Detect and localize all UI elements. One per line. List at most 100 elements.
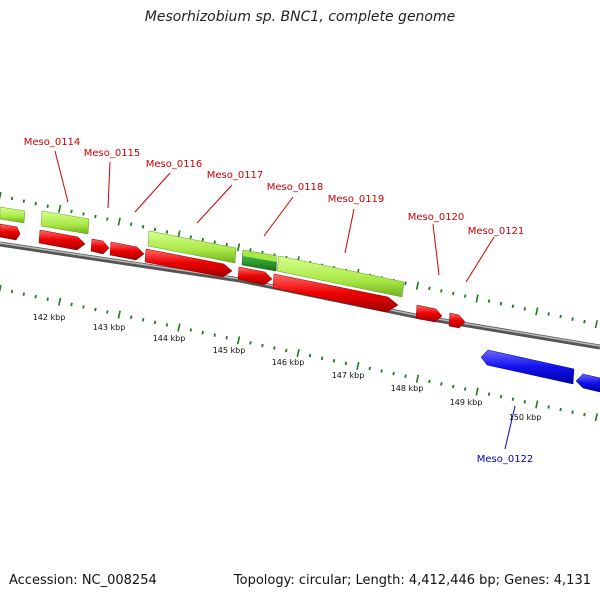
cds-arrow: [90, 238, 110, 255]
leader-line: [432, 223, 440, 276]
gene-label[interactable]: Meso_0117: [207, 170, 264, 181]
tick-mark: [475, 294, 479, 303]
tick-mark: [94, 214, 97, 219]
tick-mark: [428, 379, 431, 384]
gene-labels: Meso_0114 Meso_0115 Meso_0116 Meso_0117 …: [24, 137, 534, 465]
tick-mark: [440, 382, 443, 386]
tick-mark: [236, 243, 241, 252]
tick-mark: [511, 304, 515, 308]
gene-bar: [243, 250, 277, 262]
tick-mark: [10, 196, 14, 201]
cds-arrow: [237, 266, 273, 286]
tick-mark: [34, 201, 37, 206]
tick-mark: [285, 348, 288, 353]
cds-arrow: [109, 241, 145, 261]
tick-mark: [452, 291, 455, 296]
tick-mark: [0, 191, 2, 200]
tick-mark: [547, 405, 550, 409]
tick-mark: [356, 361, 360, 370]
leader-line: [196, 184, 233, 224]
gene-label[interactable]: Meso_0115: [84, 148, 141, 159]
gene-label[interactable]: Meso_0120: [408, 212, 465, 223]
tick-mark: [82, 305, 85, 309]
tick-mark: [117, 310, 121, 319]
tick-mark: [117, 217, 121, 226]
tick-mark: [153, 320, 157, 325]
leader-line: [504, 405, 516, 450]
tick-mark: [487, 299, 491, 303]
tick-mark: [261, 343, 264, 348]
gene-label[interactable]: Meso_0116: [146, 159, 203, 170]
tick-mark: [165, 323, 169, 327]
kbp-label: 144 kbp: [153, 334, 186, 343]
cds-features: [0, 223, 466, 329]
topology-text: Topology: circular; Length: 4,412,446 bp…: [233, 573, 591, 588]
tick-mark: [130, 315, 133, 319]
reverse-cds-features: [480, 349, 600, 393]
tick-mark: [177, 323, 181, 332]
tick-mark: [165, 230, 169, 234]
gene-label[interactable]: Meso_0114: [24, 137, 81, 148]
cds-arrow: [448, 312, 466, 329]
tick-mark: [583, 319, 586, 324]
tick-mark: [189, 235, 193, 239]
cds-arrow: [144, 248, 233, 278]
tick-mark: [58, 204, 62, 213]
kbp-label: 149 kbp: [450, 398, 483, 407]
tick-mark: [547, 312, 550, 316]
tick-mark: [236, 336, 241, 345]
gene-label[interactable]: Meso_0121: [468, 226, 525, 237]
tick-mark: [94, 307, 97, 312]
tick-mark: [404, 281, 407, 285]
tick-mark: [46, 297, 49, 301]
leader-line: [107, 161, 111, 209]
kbp-label: 146 kbp: [272, 358, 305, 367]
tick-mark: [511, 397, 515, 401]
kbp-label: 142 kbp: [33, 313, 66, 322]
tick-mark: [22, 199, 26, 203]
gene-label[interactable]: Meso_0119: [328, 194, 385, 205]
kbp-label: 147 kbp: [332, 371, 365, 380]
kbp-label: 145 kbp: [213, 346, 246, 355]
tick-mark: [404, 374, 407, 378]
tick-mark: [213, 333, 216, 337]
kbp-scale-labels: 142 kbp 143 kbp 144 kbp 145 kbp 146 kbp …: [33, 313, 542, 422]
tick-mark: [189, 328, 193, 332]
tick-mark: [583, 412, 586, 417]
tick-mark: [141, 318, 145, 322]
tick-mark: [46, 204, 49, 208]
tick-mark: [559, 314, 562, 319]
tick-mark: [428, 286, 431, 291]
tick-mark: [594, 320, 598, 329]
gene-label[interactable]: Meso_0118: [267, 182, 324, 193]
tick-mark: [523, 400, 526, 404]
tick-mark: [213, 240, 216, 244]
tick-mark: [380, 369, 383, 373]
cds-arrow: [272, 273, 399, 313]
cds-arrow: [38, 229, 86, 251]
tick-marks: [0, 191, 598, 422]
cds-arrow: [0, 223, 21, 241]
tick-mark: [201, 330, 204, 335]
tick-mark: [594, 413, 598, 422]
tick-mark: [463, 387, 467, 391]
tick-mark: [273, 346, 276, 350]
cds-arrow-reverse: [480, 349, 575, 385]
tick-mark: [392, 371, 395, 376]
tick-mark: [571, 317, 574, 321]
tick-mark: [344, 361, 348, 366]
tick-mark: [225, 336, 228, 340]
tick-mark: [249, 341, 252, 345]
gene-bar: [276, 255, 405, 298]
tick-mark: [463, 294, 467, 298]
leader-line: [54, 150, 69, 203]
tick-mark: [22, 292, 26, 296]
tick-mark: [82, 212, 85, 216]
tick-mark: [452, 384, 455, 389]
cds-arrow-reverse: [575, 373, 600, 393]
tick-mark: [535, 400, 539, 409]
tick-mark: [106, 310, 109, 314]
gene-label[interactable]: Meso_0122: [477, 454, 534, 465]
tick-mark: [440, 289, 443, 293]
